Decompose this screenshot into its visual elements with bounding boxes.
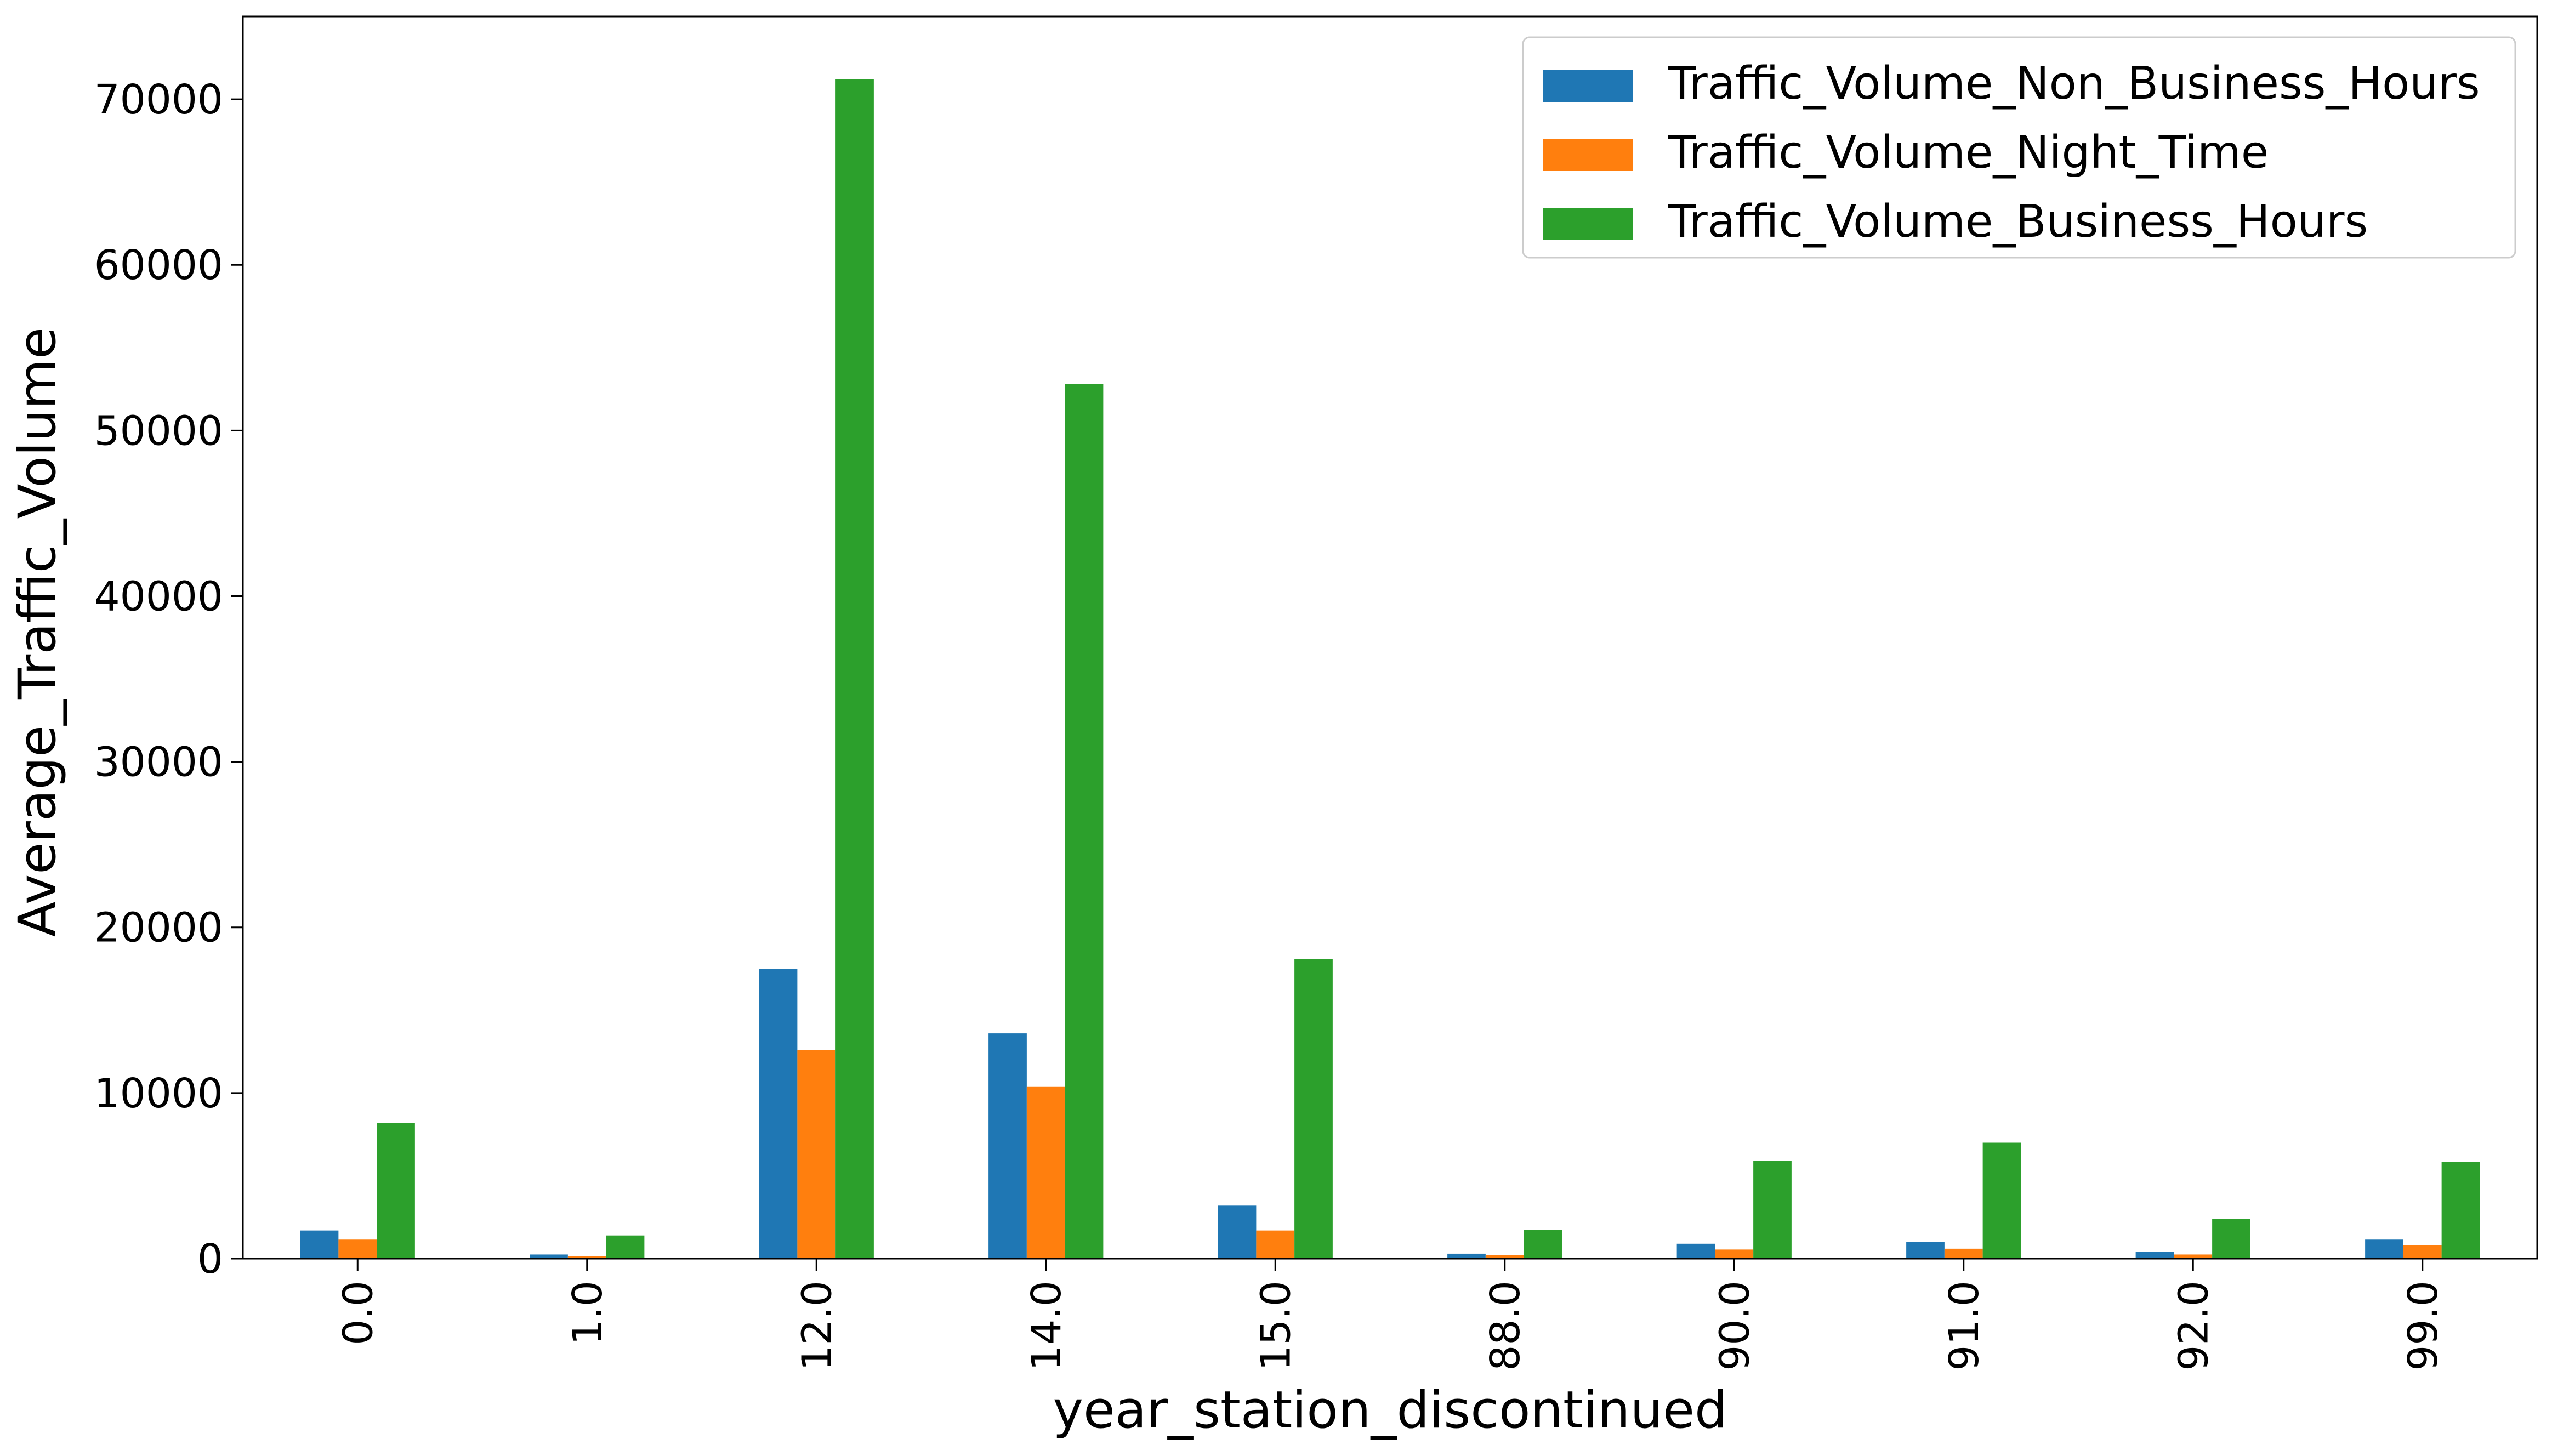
x-tick-label: 15.0 — [1252, 1281, 1299, 1371]
y-tick-label: 60000 — [94, 242, 223, 289]
x-tick-label: 99.0 — [2400, 1281, 2447, 1371]
x-tick-label: 14.0 — [1023, 1281, 1070, 1371]
plot-frame — [242, 15, 2538, 1260]
legend: Traffic_Volume_Non_Business_Hours Traffic… — [1522, 36, 2516, 259]
bar-traffic-volume-night-time-1-0 — [567, 1256, 606, 1259]
bar-traffic-volume-business-hours-15-0 — [1294, 959, 1333, 1259]
y-tick-label: 10000 — [94, 1070, 223, 1117]
bar-traffic-volume-business-hours-88-0 — [1524, 1230, 1562, 1259]
x-axis-ticks: 0.0 1.0 12.0 14.0 15.0 88.0 90.0 91.0 92.0 99.0 — [334, 1259, 2447, 1371]
x-axis-label: year_station_discontinued — [1053, 1380, 1727, 1440]
x-tick-label: 91.0 — [1941, 1281, 1988, 1371]
legend-swatch — [1543, 139, 1633, 171]
y-tick-label: 0 — [197, 1236, 223, 1283]
bar-traffic-volume-night-time-88-0 — [1485, 1255, 1524, 1259]
legend-label: Traffic_Volume_Non_Business_Hours — [1668, 58, 2480, 110]
bar-traffic-volume-non-business-hours-88-0 — [1447, 1253, 1486, 1259]
bar-traffic-volume-non-business-hours-99-0 — [2365, 1239, 2403, 1259]
legend-box — [1522, 36, 2516, 259]
y-tick-label: 30000 — [94, 739, 223, 786]
bar-traffic-volume-business-hours-91-0 — [1982, 1142, 2021, 1259]
y-axis-label: Average_Traffic_Volume — [8, 327, 67, 937]
bar-traffic-volume-night-time-90-0 — [1715, 1249, 1754, 1259]
y-axis-ticks: 0 10000 20000 30000 40000 50000 60000 70000 — [94, 76, 243, 1283]
bar-traffic-volume-business-hours-1-0 — [606, 1235, 645, 1259]
bar-traffic-volume-business-hours-14-0 — [1065, 384, 1104, 1259]
bar-traffic-volume-business-hours-92-0 — [2212, 1219, 2250, 1259]
bar-traffic-volume-night-time-14-0 — [1026, 1086, 1065, 1259]
bar-traffic-volume-business-hours-12-0 — [835, 79, 874, 1259]
x-tick-label: 92.0 — [2170, 1281, 2217, 1371]
legend-label: Traffic_Volume_Business_Hours — [1668, 196, 2368, 248]
bar-traffic-volume-non-business-hours-92-0 — [2135, 1252, 2174, 1259]
y-tick-label: 50000 — [94, 407, 223, 454]
bar-traffic-volume-business-hours-0-0 — [377, 1123, 415, 1259]
x-tick-label: 90.0 — [1711, 1281, 1758, 1371]
bar-traffic-volume-business-hours-90-0 — [1753, 1161, 1792, 1259]
y-tick-label: 70000 — [94, 76, 223, 123]
bar-traffic-volume-non-business-hours-91-0 — [1906, 1242, 1945, 1259]
bar-traffic-volume-night-time-0-0 — [338, 1239, 377, 1259]
bar-traffic-volume-night-time-15-0 — [1256, 1230, 1295, 1259]
y-tick-label: 40000 — [94, 573, 223, 620]
bar-traffic-volume-night-time-92-0 — [2174, 1254, 2213, 1259]
bar-traffic-volume-non-business-hours-14-0 — [988, 1033, 1027, 1259]
bars-group — [300, 79, 2480, 1259]
bar-traffic-volume-night-time-12-0 — [797, 1050, 836, 1259]
bar-traffic-volume-non-business-hours-90-0 — [1676, 1243, 1715, 1259]
bar-traffic-volume-business-hours-99-0 — [2441, 1162, 2480, 1259]
bar-traffic-volume-non-business-hours-15-0 — [1218, 1205, 1257, 1259]
bar-traffic-volume-non-business-hours-12-0 — [759, 969, 798, 1259]
bar-traffic-volume-night-time-91-0 — [1944, 1248, 1983, 1259]
legend-label: Traffic_Volume_Night_Time — [1668, 127, 2269, 179]
x-tick-label: 0.0 — [334, 1281, 382, 1345]
bar-traffic-volume-non-business-hours-1-0 — [530, 1254, 568, 1259]
legend-swatch — [1543, 208, 1633, 240]
x-tick-label: 88.0 — [1482, 1281, 1529, 1371]
x-tick-label: 12.0 — [793, 1281, 840, 1371]
x-tick-label: 1.0 — [564, 1281, 611, 1345]
legend-swatch — [1543, 70, 1633, 102]
y-tick-label: 20000 — [94, 905, 223, 952]
bar-traffic-volume-non-business-hours-0-0 — [300, 1230, 339, 1259]
bar-traffic-volume-night-time-99-0 — [2403, 1245, 2442, 1259]
